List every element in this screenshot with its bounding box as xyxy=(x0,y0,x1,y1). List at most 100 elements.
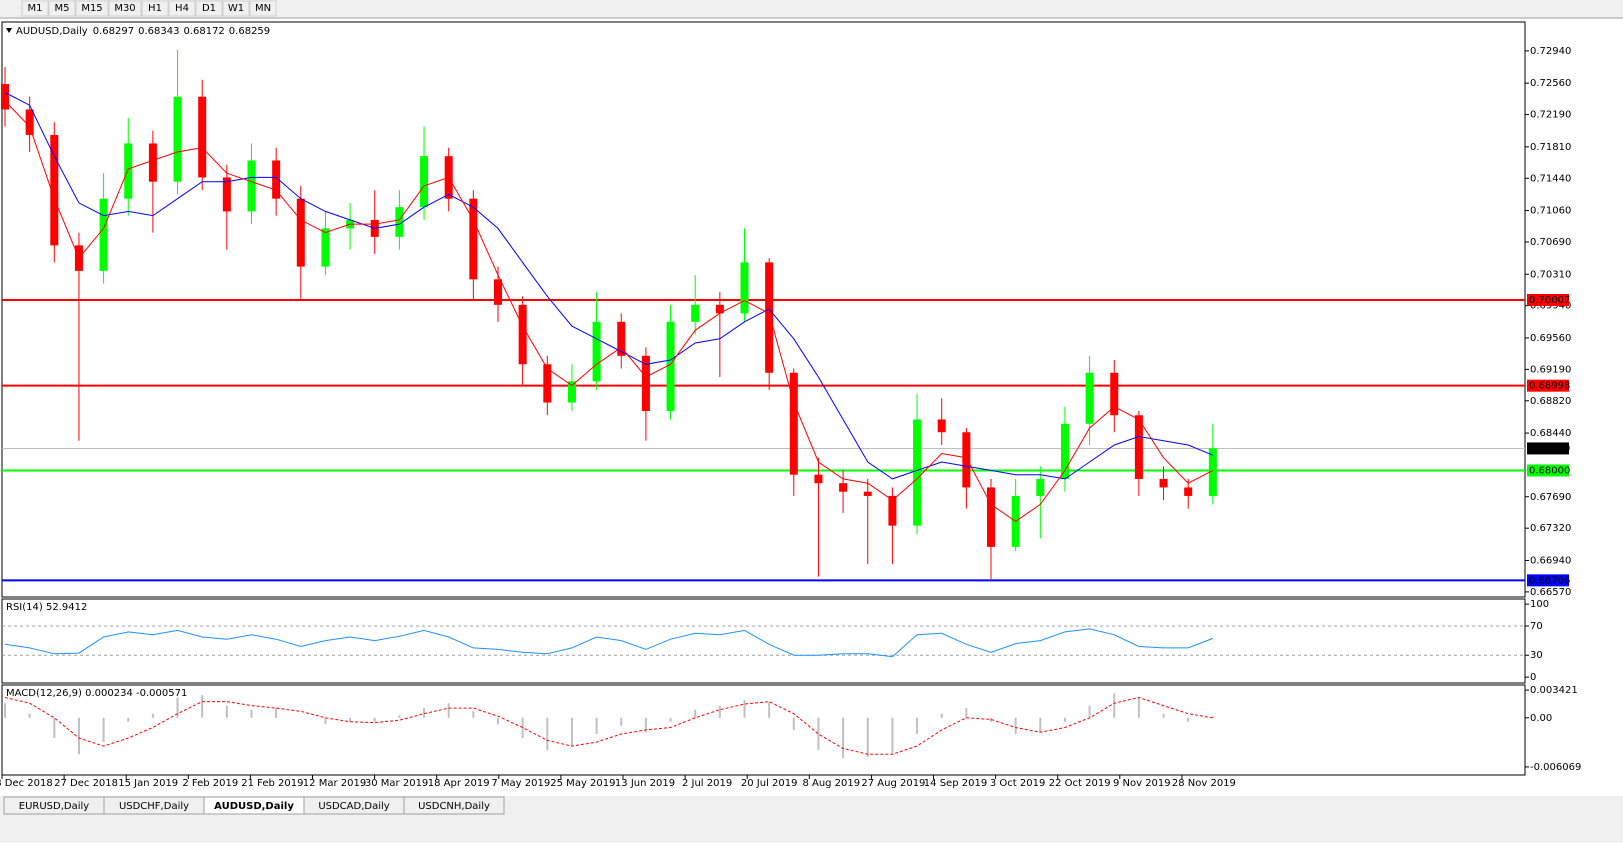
candle-body xyxy=(469,198,478,280)
x-tick-label: 13 Jun 2019 xyxy=(615,778,675,789)
x-tick-label: 28 Nov 2019 xyxy=(1172,778,1236,789)
candle-body xyxy=(1110,372,1119,416)
timeframe-button[interactable] xyxy=(21,0,49,17)
macd-bar xyxy=(916,717,919,734)
candle-body xyxy=(1159,478,1168,488)
candle-body xyxy=(420,156,429,208)
y-tick-label: 0.00 xyxy=(1530,713,1552,724)
candle-body xyxy=(592,321,601,382)
macd-bar xyxy=(718,705,721,718)
y-tick-label: 0.71440 xyxy=(1530,173,1571,184)
timeframe-label: M1 xyxy=(28,3,43,14)
macd-bar xyxy=(1137,697,1140,718)
timeframe-button[interactable] xyxy=(108,0,142,17)
level-tag xyxy=(1527,574,1569,587)
candle-body xyxy=(173,96,182,182)
x-tick-label: 12 Mar 2019 xyxy=(303,778,366,789)
macd-bar xyxy=(546,717,549,751)
timeframe-button[interactable] xyxy=(48,0,76,17)
timeframe-button[interactable] xyxy=(141,0,169,17)
macd-bar xyxy=(792,717,795,730)
macd-bar xyxy=(497,717,499,725)
macd-bar xyxy=(127,717,130,722)
x-tick-label: 27 Dec 2018 xyxy=(54,778,118,789)
macd-bar xyxy=(4,703,6,718)
level-tag xyxy=(1527,293,1569,306)
timeframe-label: M30 xyxy=(114,3,135,14)
chart-tab-label: AUDUSD,Daily xyxy=(214,801,294,812)
macd-bar xyxy=(570,717,573,747)
close: 0.68259 xyxy=(229,26,270,37)
y-tick-label: 0.69940 xyxy=(1530,301,1571,312)
timeframe-button[interactable] xyxy=(222,0,250,17)
x-tick-label: 8 Dec 2018 xyxy=(0,778,53,789)
macd-bar xyxy=(990,717,992,722)
y-tick-label: 30 xyxy=(1530,650,1543,661)
macd-bar xyxy=(768,701,771,718)
candle-body xyxy=(395,207,404,237)
candle-body xyxy=(913,419,922,526)
x-tick-label: 18 Apr 2019 xyxy=(428,778,490,789)
high: 0.68343 xyxy=(138,26,179,37)
timeframe-button[interactable] xyxy=(75,0,109,17)
candle-body xyxy=(863,491,872,496)
y-tick-label: 0.68820 xyxy=(1530,396,1571,407)
y-tick-label: 0.68440 xyxy=(1530,428,1571,439)
candle-body xyxy=(321,228,330,267)
chart-tab[interactable] xyxy=(403,796,505,815)
macd-bar xyxy=(324,717,327,725)
candle-body xyxy=(198,96,207,178)
timeframe-button[interactable] xyxy=(195,0,223,17)
rsi-panel xyxy=(1,598,1526,684)
chart-tab-label: USDCAD,Daily xyxy=(318,801,389,812)
moving-average xyxy=(4,92,1213,480)
rsi-line xyxy=(4,628,1213,658)
candle-body xyxy=(222,177,231,212)
macd-bar xyxy=(349,717,352,722)
timeframe-button[interactable] xyxy=(168,0,196,17)
level-label: 0.68998 xyxy=(1529,381,1570,392)
y-tick-label: 0.66570 xyxy=(1530,587,1571,598)
y-tick-label: 0.71810 xyxy=(1530,142,1571,153)
y-tick-label: 0.70310 xyxy=(1530,269,1571,280)
timeframe-button[interactable] xyxy=(249,0,277,17)
x-tick-label: 25 May 2019 xyxy=(550,778,615,789)
timeframe-label: H1 xyxy=(148,3,162,14)
candle-body xyxy=(1085,372,1094,424)
candle-body xyxy=(543,364,552,403)
candle-body xyxy=(962,432,971,488)
timeframe-label: M15 xyxy=(81,3,102,14)
timeframe-label: D1 xyxy=(202,3,216,14)
candle-body xyxy=(1184,487,1193,496)
y-tick-label: 0.72560 xyxy=(1530,78,1571,89)
candle-body xyxy=(50,134,59,246)
macd-bar xyxy=(151,713,154,718)
candle-body xyxy=(25,109,34,135)
candle-body xyxy=(1134,415,1143,479)
macd-bar xyxy=(842,717,845,759)
macd-bar xyxy=(102,717,105,743)
candle-body xyxy=(617,321,626,356)
x-tick-label: 3 Oct 2019 xyxy=(990,778,1045,789)
y-tick-label: 0.72940 xyxy=(1530,46,1571,57)
macd-bar xyxy=(891,717,894,755)
x-tick-label: 14 Sep 2019 xyxy=(924,778,987,789)
candle-body xyxy=(691,304,700,322)
low: 0.68172 xyxy=(183,26,224,37)
y-tick-label: -0.006069 xyxy=(1530,762,1581,773)
candle-body xyxy=(765,262,774,373)
macd-bar xyxy=(1113,693,1116,718)
x-tick-label: 9 Nov 2019 xyxy=(1113,778,1171,789)
macd-bar xyxy=(817,717,820,751)
macd-bar xyxy=(866,717,869,757)
x-tick-label: 2 Jul 2019 xyxy=(682,778,732,789)
macd-bar xyxy=(521,717,524,739)
timeframe-label: MN xyxy=(255,3,271,14)
macd-bar xyxy=(1039,717,1042,733)
chart-tab-label: USDCHF,Daily xyxy=(119,801,189,812)
symbol: AUDUSD,Daily xyxy=(16,26,88,37)
candle-body xyxy=(814,474,823,484)
candle-body xyxy=(789,372,798,475)
macd-bar xyxy=(275,708,278,718)
